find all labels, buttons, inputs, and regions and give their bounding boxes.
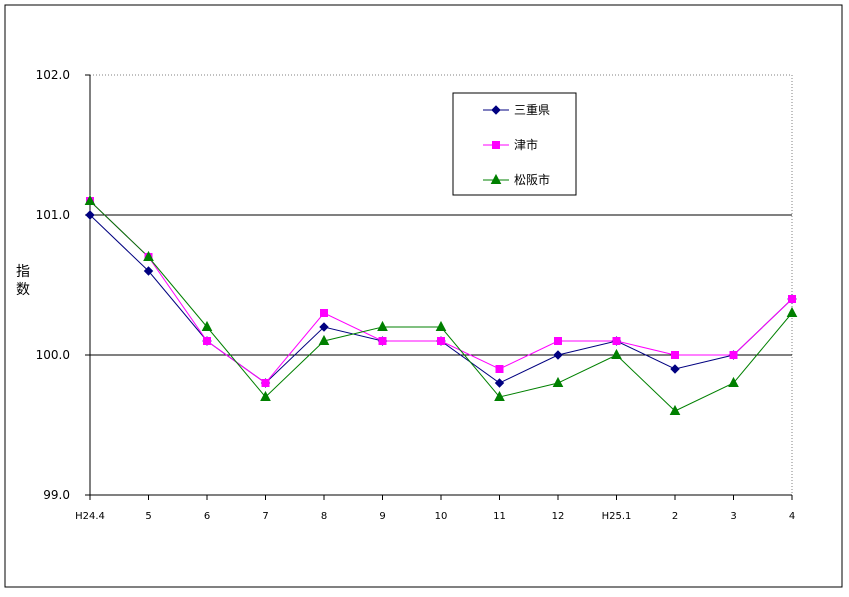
- plot-area: [89, 74, 793, 496]
- x-tick-label: 8: [321, 511, 327, 522]
- series-2-point: [495, 365, 504, 373]
- x-tick-label: 6: [204, 511, 210, 522]
- legend-label: 津市: [514, 137, 538, 152]
- series-3-point: [611, 348, 622, 359]
- x-tick-label: 11: [493, 511, 506, 522]
- series-2-point: [788, 295, 796, 303]
- legend-label: 三重県: [514, 103, 550, 117]
- series-3-point: [669, 404, 681, 415]
- series-3-point: [552, 376, 564, 387]
- x-tick-label: 10: [435, 511, 448, 522]
- series-2-point: [378, 337, 387, 345]
- x-tick-label: 3: [730, 511, 736, 522]
- x-tick-label: 5: [145, 511, 151, 522]
- series-3-point: [377, 320, 388, 331]
- y-tick-label: 101.0: [36, 208, 70, 222]
- series-3-point: [435, 320, 447, 331]
- y-axis-label: 指数: [16, 264, 30, 298]
- series-3-point: [143, 250, 154, 261]
- series-2-point: [729, 351, 738, 359]
- legend-marker: [492, 141, 500, 149]
- y-tick-label: 99.0: [43, 488, 70, 502]
- y-tick-label: 102.0: [36, 68, 70, 82]
- series-2-point: [320, 309, 328, 317]
- legend-label: 松阪市: [514, 172, 550, 187]
- plot-background: [89, 74, 793, 496]
- x-tick-label: 2: [672, 511, 678, 522]
- y-tick-labels: 99.0 100.0 101.0 102.0: [36, 68, 70, 502]
- series-3-point: [84, 194, 96, 205]
- series-3-point: [494, 390, 505, 401]
- series-3-point: [786, 306, 798, 317]
- series-3-point: [728, 376, 739, 387]
- x-tick-labels: H24.4 5 6 7 8 9 10 11 12 H25.1 2 3 4: [75, 511, 795, 522]
- series-1-point: [143, 266, 154, 276]
- series-2-point: [261, 379, 270, 387]
- series-1-point: [494, 378, 505, 388]
- series-3-point: [318, 334, 330, 345]
- x-tick-label: H24.4: [75, 511, 105, 522]
- series-2-point: [437, 337, 445, 345]
- legend-box: [452, 92, 577, 196]
- series-1-point: [670, 364, 680, 374]
- legend-marker: [490, 173, 502, 184]
- x-tick-label: 12: [552, 511, 565, 522]
- series-1-point: [553, 350, 563, 360]
- series-1-point: [319, 322, 329, 332]
- series-2-point: [671, 351, 679, 359]
- series-markers: [84, 194, 798, 415]
- legend-marker: [491, 105, 501, 115]
- x-tick-label: 7: [262, 511, 268, 522]
- series-2-point: [203, 337, 211, 345]
- series-2-point: [554, 337, 562, 345]
- series-3-point: [201, 320, 213, 331]
- x-tick-label: 9: [379, 511, 385, 522]
- y-tick-label: 100.0: [36, 348, 70, 362]
- x-tick-label: 4: [789, 511, 795, 522]
- series-3-point: [260, 390, 271, 401]
- x-tick-label: H25.1: [602, 511, 632, 522]
- series-2-point: [612, 337, 621, 345]
- series-1-point: [85, 210, 95, 220]
